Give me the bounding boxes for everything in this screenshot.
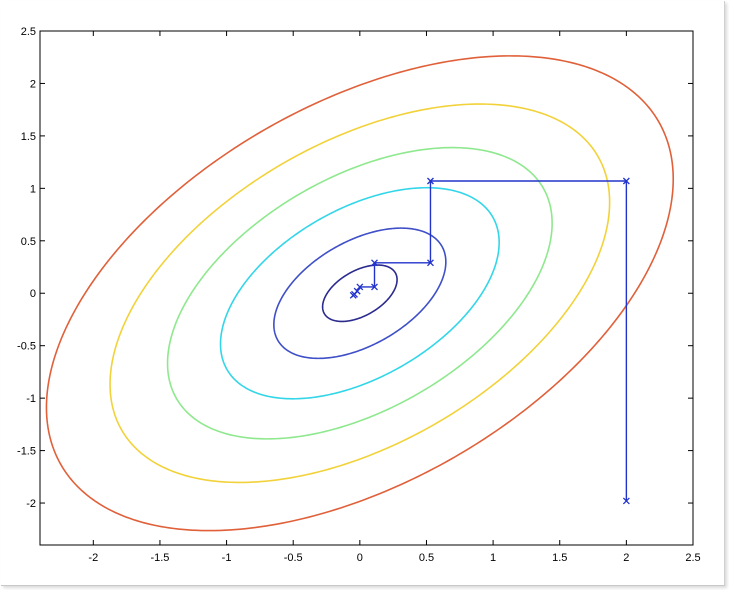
y-tick-label: 1.5 (21, 131, 36, 143)
descent-point-3 (427, 177, 434, 185)
y-tick-label: 0.5 (21, 236, 36, 248)
x-tick-label: 1.5 (552, 552, 567, 564)
y-tick-label: 0 (30, 288, 36, 300)
descent-point-4 (427, 259, 434, 267)
plot-area (39, 30, 694, 546)
contour-level-6 (45, 55, 675, 532)
descent-point-1 (622, 497, 630, 505)
y-tick-label: -0.5 (17, 341, 36, 353)
contour-level-5 (109, 103, 611, 484)
descent-point-2 (622, 177, 630, 185)
descent-point-10 (349, 291, 357, 299)
contour-lines (45, 55, 675, 532)
y-tick-label: -1 (26, 393, 36, 405)
x-tick-label: -0.5 (284, 552, 303, 564)
contour-level-1 (321, 264, 398, 323)
x-tick-label: 2 (623, 552, 629, 564)
x-tick-label: 1 (490, 552, 496, 564)
x-tick-label: -2 (88, 552, 98, 564)
descent-path (349, 177, 630, 505)
y-tick-label: 2.5 (21, 26, 36, 38)
y-tick-label: 2 (30, 78, 36, 90)
contour-level-2 (273, 227, 447, 360)
y-tick-label: -1.5 (17, 446, 36, 458)
descent-point-5 (371, 259, 378, 267)
x-tick-label: 0 (357, 552, 363, 564)
y-tick-label: -2 (26, 498, 36, 510)
descent-point-6 (371, 283, 378, 291)
contour-level-3 (219, 186, 500, 400)
x-tick-label: 0.5 (419, 552, 434, 564)
axis-ticks: -2 -1.5 -1 -0.5 0 0.5 1 1.5 2 2.5 -2 -1.5 -1 -0.5 0 0.5… (17, 26, 701, 564)
y-tick-label: 1 (30, 183, 36, 195)
descent-point-7 (356, 283, 364, 291)
x-tick-label: -1 (222, 552, 232, 564)
contour-level-4 (166, 146, 553, 440)
x-tick-label: 2.5 (685, 552, 700, 564)
x-tick-label: -1.5 (150, 552, 169, 564)
